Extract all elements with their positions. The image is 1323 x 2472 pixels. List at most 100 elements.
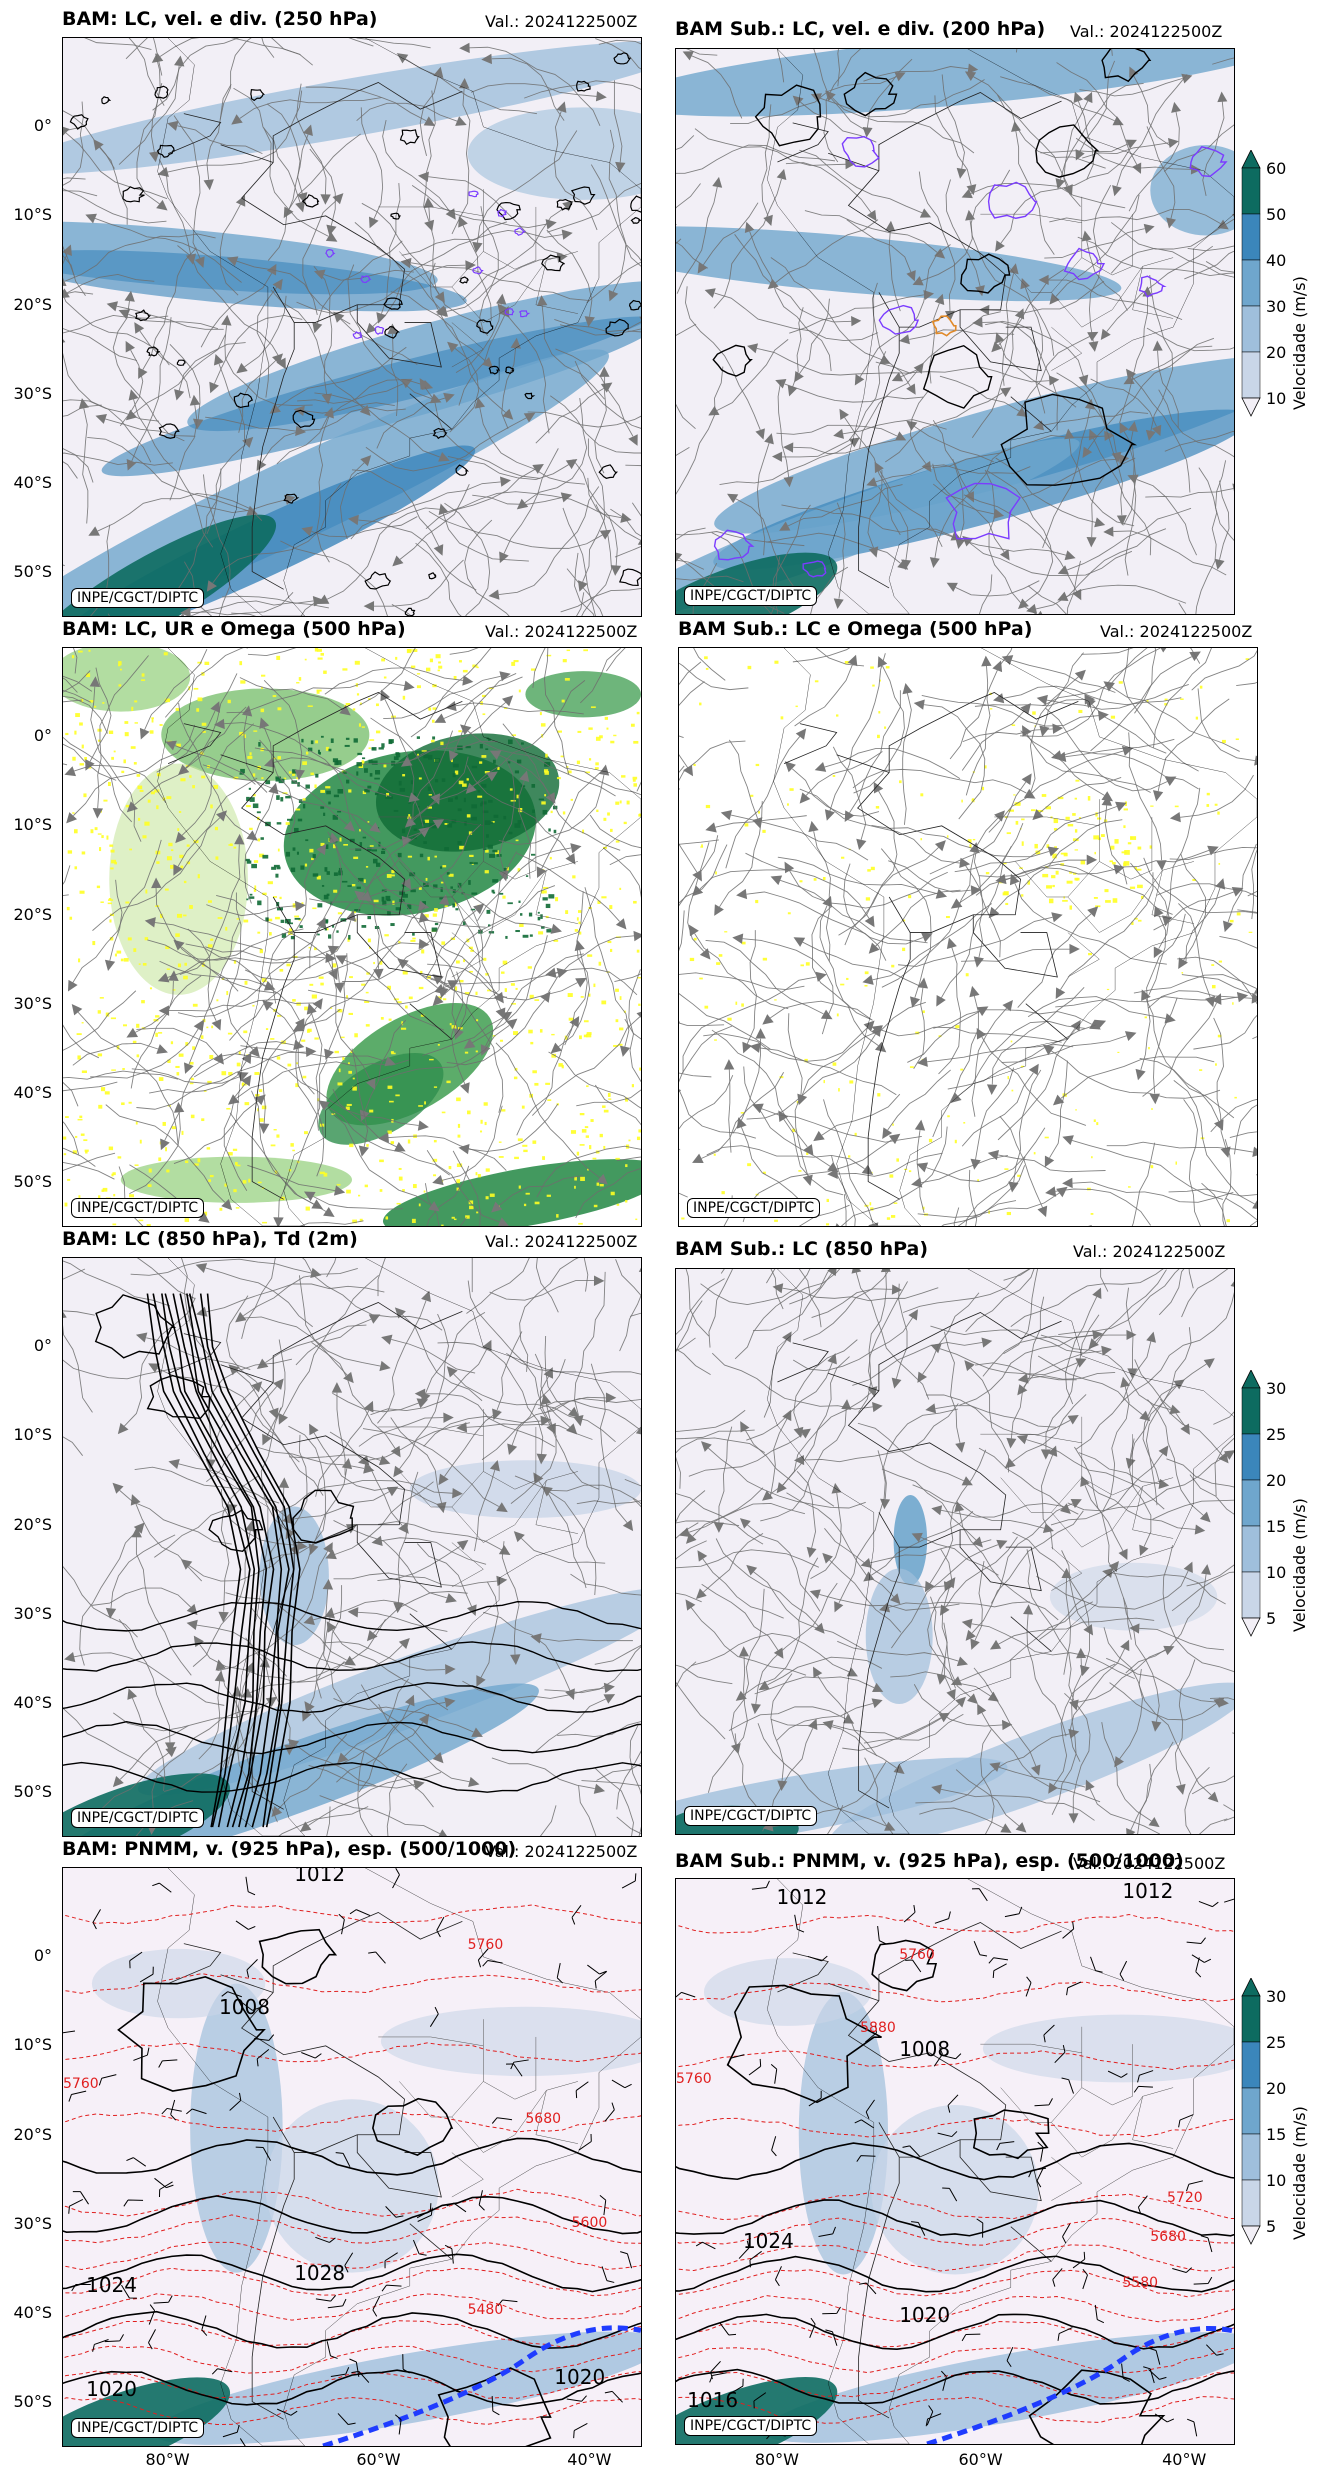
streamline — [426, 469, 535, 529]
omega-speckle — [455, 960, 460, 964]
streamline-arrow — [889, 1593, 901, 1605]
streamline-arrow — [139, 727, 150, 740]
wind-barb — [620, 2250, 631, 2270]
omega-speckle — [386, 792, 390, 797]
map-500hpa-ur[interactable]: INPE/CGCT/DIPTC — [62, 647, 642, 1227]
omega-speckle — [210, 938, 214, 941]
omega-speckle — [136, 1023, 140, 1028]
omega-speckle — [626, 800, 630, 805]
map-200hpa[interactable]: INPE/CGCT/DIPTC — [675, 48, 1235, 615]
streamline — [334, 1573, 498, 1586]
omega-speckle — [562, 659, 567, 663]
country-border — [252, 323, 294, 590]
coastline — [158, 38, 641, 616]
streamline-arrow — [540, 991, 551, 1003]
omega-speckle — [333, 794, 339, 798]
streamline — [688, 842, 709, 951]
streamline — [440, 851, 517, 998]
streamline — [261, 1408, 295, 1547]
map-pnmm[interactable]: INPE/CGCT/DIPTC 1008 1012 1024 1020 1020 1028… — [62, 1867, 642, 2447]
streamline — [844, 864, 923, 944]
streamline — [92, 818, 219, 931]
streamline — [387, 1764, 412, 1836]
streamline-arrow — [438, 452, 450, 462]
omega-speckle — [356, 886, 361, 889]
streamline — [972, 1008, 1007, 1117]
omega-speckle — [390, 1141, 395, 1144]
streamline-arrow — [237, 1071, 249, 1082]
streamline-arrow — [747, 343, 759, 354]
front-line — [927, 2328, 1234, 2444]
streamline-arrow — [183, 1062, 194, 1074]
streamline — [558, 891, 589, 1046]
streamline-arrow — [792, 95, 804, 107]
streamline — [458, 883, 501, 1009]
speed-shading — [871, 2105, 1039, 2275]
streamline-arrow — [127, 1688, 138, 1700]
divergence-contour — [520, 311, 529, 317]
streamline — [443, 886, 555, 988]
streamline — [970, 543, 1132, 576]
omega-speckle — [840, 983, 845, 986]
speed-shading — [763, 2332, 1234, 2443]
wind-barb — [942, 2185, 956, 2204]
omega-speckle — [513, 1076, 518, 1080]
streamline — [587, 248, 641, 302]
streamline-arrow — [492, 1408, 502, 1421]
streamline-arrow — [326, 224, 337, 236]
streamline-arrow — [697, 262, 708, 274]
streamline — [676, 559, 704, 605]
omega-speckle — [270, 1038, 275, 1040]
omega-speckle — [118, 664, 121, 667]
omega-speckle — [546, 929, 552, 933]
map-850hpa-sub[interactable]: INPE/CGCT/DIPTC — [675, 1268, 1235, 1835]
streamline-arrow — [713, 1522, 724, 1533]
omega-speckle — [240, 768, 245, 774]
omega-speckle — [465, 1215, 470, 1219]
map-250hpa[interactable]: INPE/CGCT/DIPTC — [62, 37, 642, 617]
omega-speckle — [292, 847, 296, 851]
streamline — [240, 1046, 386, 1062]
omega-speckle — [346, 995, 348, 999]
omega-speckle — [1100, 834, 1105, 838]
streamline — [729, 740, 757, 819]
streamline — [336, 1722, 423, 1782]
streamline-arrow — [705, 822, 717, 833]
omega-speckle — [121, 1102, 125, 1106]
streamline-arrow — [767, 278, 779, 290]
omega-speckle — [316, 648, 322, 652]
omega-speckle — [184, 1218, 190, 1222]
country-border — [960, 1530, 1041, 1591]
omega-speckle — [302, 761, 307, 765]
isobar — [676, 2200, 1234, 2236]
omega-speckle — [1038, 810, 1044, 813]
streamline-arrow — [1080, 1475, 1090, 1487]
omega-speckle — [740, 1112, 745, 1114]
map-850hpa-td[interactable]: INPE/CGCT/DIPTC — [62, 1257, 642, 1837]
country-border — [777, 123, 828, 162]
streamline — [203, 765, 372, 827]
omega-speckle — [251, 863, 257, 869]
omega-speckle — [93, 705, 97, 708]
omega-speckle — [969, 844, 972, 848]
streamline-arrow — [1161, 915, 1173, 927]
streamline — [677, 187, 717, 294]
omega-speckle — [724, 931, 728, 933]
state-border — [452, 323, 484, 367]
omega-speckle — [789, 788, 794, 791]
omega-speckle — [540, 914, 543, 919]
omega-speckle — [417, 753, 419, 756]
omega-speckle — [259, 853, 264, 858]
omega-speckle — [262, 854, 269, 859]
omega-speckle — [1008, 809, 1015, 812]
omega-speckle — [1199, 685, 1203, 689]
map-pnmm-sub[interactable]: INPE/CGCT/DIPTC 1012 1012 1008 1024 1020 1016… — [675, 1878, 1235, 2445]
omega-speckle — [63, 1153, 67, 1156]
map-500hpa-omega[interactable]: INPE/CGCT/DIPTC — [678, 647, 1258, 1227]
streamline — [105, 419, 195, 436]
country-border — [410, 1004, 452, 1040]
omega-speckle — [518, 689, 521, 693]
streamline — [546, 1366, 641, 1412]
streamline — [119, 66, 179, 165]
omega-speckle — [945, 916, 950, 919]
